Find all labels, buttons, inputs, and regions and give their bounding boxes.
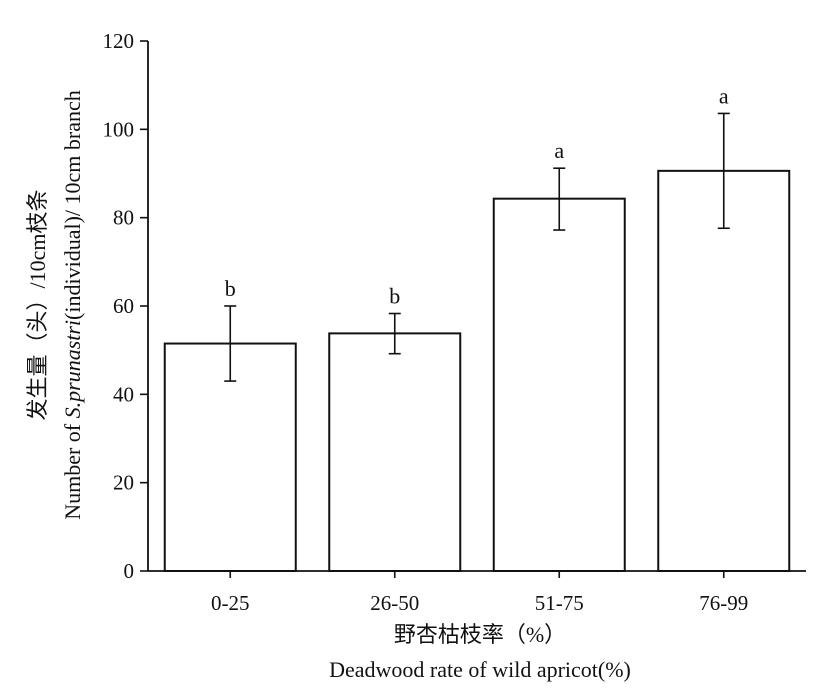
y-tick-label-40: 40 — [113, 382, 134, 406]
bars-layer — [163, 169, 791, 573]
y-axis-title-cn: 发生量（头）/10cm枝条 — [25, 190, 50, 421]
x-tick-label-0-25: 0-25 — [211, 591, 250, 615]
axes-layer: 0-25 26-50 51-75 76-99 0 20 40 60 80 100 120 — [103, 29, 806, 615]
y-tick-label-20: 20 — [113, 471, 134, 495]
bar-26-50 — [328, 332, 462, 572]
y-tick-label-100: 100 — [103, 117, 135, 141]
y-axis-title-en: Number of S.prunastri(individual)/ 10cm … — [60, 90, 85, 520]
bar-76-99 — [657, 169, 791, 572]
significance-label-26-50: b — [389, 284, 400, 309]
significance-label-76-99: a — [719, 83, 729, 108]
significance-labels-layer: b b a a — [225, 83, 729, 308]
y-axis-title-suffix: (individual)/ 10cm branch — [60, 90, 85, 320]
x-tick-label-51-75: 51-75 — [535, 591, 584, 615]
significance-label-51-75: a — [554, 138, 564, 163]
y-tick-label-60: 60 — [113, 294, 134, 318]
x-tick-label-76-99: 76-99 — [699, 591, 748, 615]
significance-label-0-25: b — [225, 276, 236, 301]
x-axis-title-en: Deadwood rate of wild apricot(%) — [329, 657, 631, 682]
y-axis-title-prefix: Number of — [60, 418, 85, 519]
y-tick-label-80: 80 — [113, 206, 134, 230]
x-axis-title-cn: 野杏枯枝率（%） — [394, 622, 566, 647]
x-tick-label-26-50: 26-50 — [370, 591, 419, 615]
y-tick-label-120: 120 — [103, 29, 135, 53]
y-axis-title-species: S.prunastri — [60, 320, 85, 418]
y-tick-label-0: 0 — [124, 559, 135, 583]
bar-51-75 — [492, 197, 626, 573]
error-bars-layer — [224, 112, 730, 382]
